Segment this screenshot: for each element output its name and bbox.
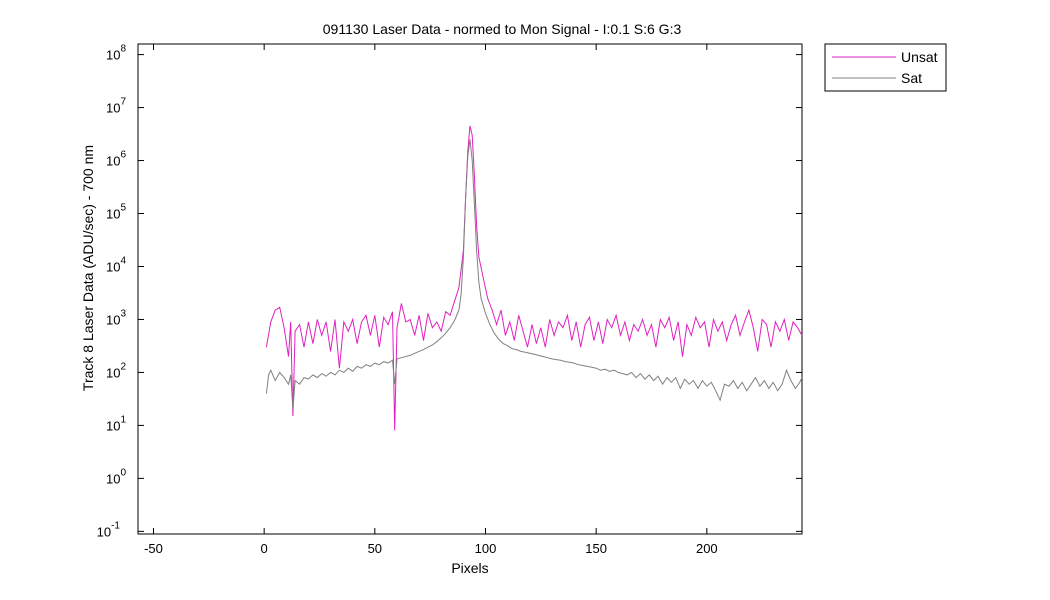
y-tick-label: 10-1 bbox=[97, 520, 121, 539]
y-tick-label: 100 bbox=[106, 467, 126, 486]
y-tick-label: 105 bbox=[106, 203, 126, 222]
series-line-sat bbox=[265, 139, 803, 410]
y-tick-label: 104 bbox=[106, 255, 126, 274]
series-line-unsat bbox=[265, 125, 803, 431]
x-tick-label: 150 bbox=[585, 541, 607, 556]
x-tick-label: 100 bbox=[475, 541, 497, 556]
plot-area bbox=[137, 43, 803, 535]
y-tick-label: 107 bbox=[106, 97, 126, 116]
chart-title: 091130 Laser Data - normed to Mon Signal… bbox=[323, 21, 682, 37]
x-tick-label: 0 bbox=[261, 541, 268, 556]
y-axis-label: Track 8 Laser Data (ADU/sec) - 700 nm bbox=[80, 145, 96, 391]
legend-label-sat: Sat bbox=[901, 70, 922, 86]
y-tick-label: 106 bbox=[106, 150, 126, 169]
y-tick-label: 102 bbox=[106, 361, 126, 380]
x-tick-label: -50 bbox=[144, 541, 163, 556]
y-tick-label: 108 bbox=[106, 44, 126, 63]
legend-box bbox=[824, 43, 947, 92]
legend-label-unsat: Unsat bbox=[901, 49, 938, 65]
x-axis-label: Pixels bbox=[451, 560, 488, 576]
y-tick-label: 101 bbox=[106, 414, 126, 433]
x-tick-label: 200 bbox=[696, 541, 718, 556]
legend: Unsat Sat bbox=[824, 43, 947, 92]
x-tick-label: 50 bbox=[368, 541, 382, 556]
y-tick-label: 103 bbox=[106, 308, 126, 327]
series-layer bbox=[265, 125, 803, 431]
ticks-layer: -50 0 50 100 150 200 10-1 100 101 102 103 104 105 106… bbox=[97, 44, 802, 556]
